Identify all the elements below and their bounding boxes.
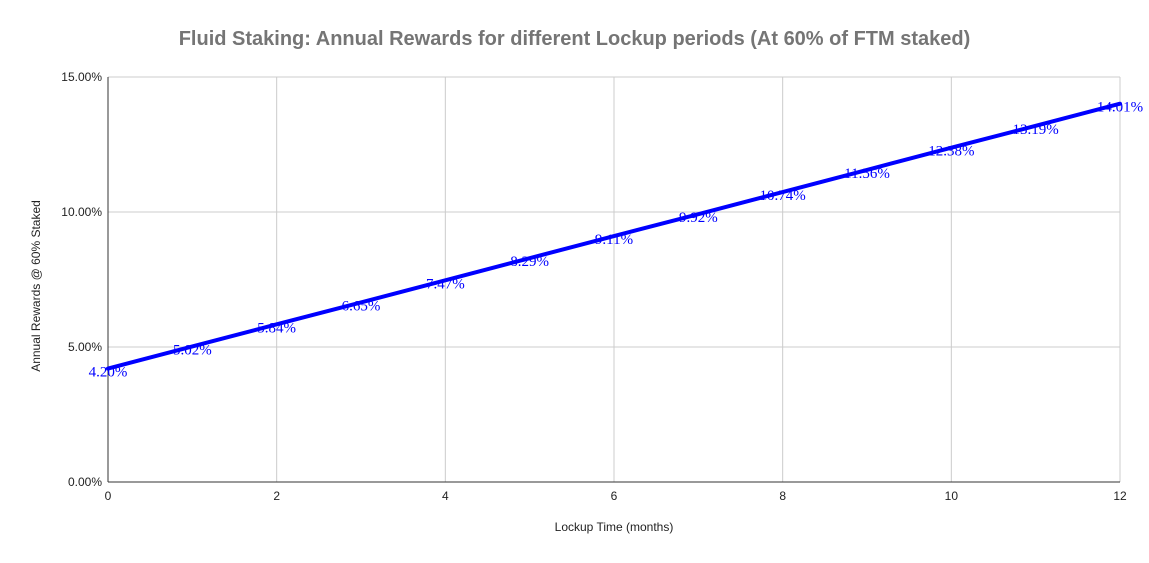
x-tick-label: 2 xyxy=(273,489,280,503)
data-label: 4.20% xyxy=(89,365,128,381)
tick-labels: 0.00% 5.00% 10.00% 15.00% 0 2 4 6 8 10 12 xyxy=(61,70,1127,503)
series-line xyxy=(106,101,1122,371)
y-tick-label: 0.00% xyxy=(68,475,102,489)
data-label: 13.19% xyxy=(1013,122,1059,138)
data-label: 5.02% xyxy=(173,342,212,358)
x-tick-label: 0 xyxy=(105,489,112,503)
gridlines xyxy=(108,76,1121,482)
data-label: 7.47% xyxy=(426,276,465,292)
data-label: 10.74% xyxy=(760,188,806,204)
data-label: 8.29% xyxy=(510,254,549,270)
y-axis-title: Annual Rewards @ 60% Staked xyxy=(29,200,43,372)
data-label: 9.11% xyxy=(595,232,633,248)
x-tick-label: 10 xyxy=(945,489,959,503)
data-label: 14.01% xyxy=(1097,100,1143,116)
data-label: 6.65% xyxy=(342,298,381,314)
y-tick-label: 5.00% xyxy=(68,340,102,354)
data-label: 12.38% xyxy=(928,144,974,160)
axes xyxy=(107,77,1120,483)
data-labels: 4.20% 5.02% 5.84% 6.65% 7.47% 8.29% 9.11% 9.92%… xyxy=(89,100,1144,381)
y-tick-label: 10.00% xyxy=(61,205,102,219)
x-tick-label: 8 xyxy=(779,489,786,503)
x-axis-title: Lockup Time (months) xyxy=(555,520,674,534)
x-tick-label: 12 xyxy=(1113,489,1127,503)
data-label: 5.84% xyxy=(257,320,296,336)
data-label: 11.56% xyxy=(844,166,890,182)
data-label: 9.92% xyxy=(679,210,718,226)
series-layer xyxy=(106,101,1122,371)
x-tick-label: 4 xyxy=(442,489,449,503)
chart-title: Fluid Staking: Annual Rewards for differ… xyxy=(178,28,971,50)
x-tick-label: 6 xyxy=(611,489,618,503)
y-tick-label: 15.00% xyxy=(61,70,102,84)
